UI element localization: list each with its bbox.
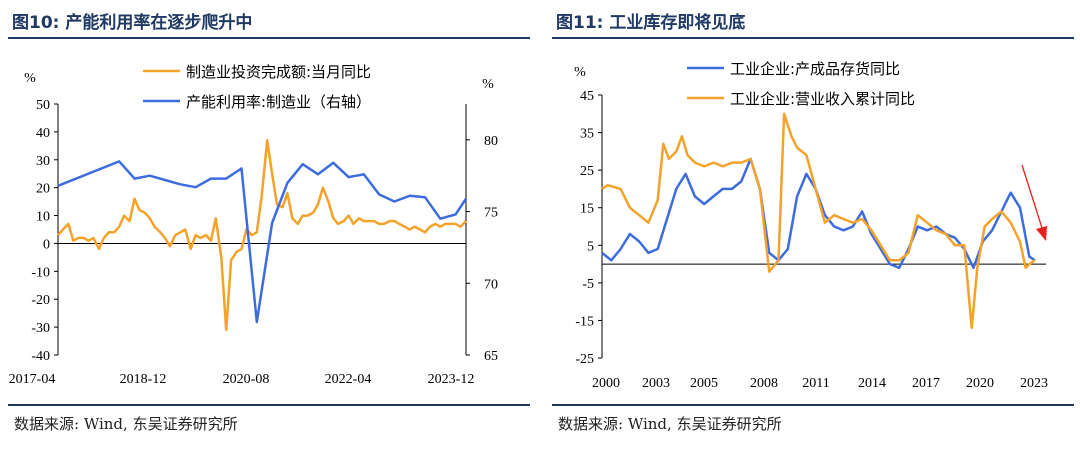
right-unit: % [482,77,494,92]
y-tick-label: -5 [582,277,594,292]
y-tick-label: 50 [36,98,50,113]
right-tick-label: 80 [484,134,498,149]
y-tick-label: -15 [575,314,594,329]
figure-title: 图11: 工业库存即将见底 [556,13,746,33]
y-tick-label: -10 [31,265,50,280]
line-chart-inventory: 45 35 25 15 5 -5 -15 -25% 2000 2003 2005 2008 2011 20… [574,60,1048,391]
right-tick-label: 65 [484,349,498,364]
legend-label-2: 工业企业:营业收入累计同比 [730,90,915,108]
y-tick-label: 0 [43,237,50,252]
x-tick-label: 2017-04 [9,372,56,387]
x-tick-label: 2020 [966,376,994,391]
figure-title: 图10: 产能利用率在逐步爬升中 [12,13,253,33]
legend-label-1: 工业企业:产成品存货同比 [730,60,900,78]
legend-label-1: 制造业投资完成额:当月同比 [186,63,371,81]
x-tick-label: 2022-04 [325,372,372,387]
y-tick-label: 25 [580,164,594,179]
right-tick-label: 75 [484,206,498,221]
source-note: 数据来源: Wind, 东吴证券研究所 [558,415,782,433]
y-tick-label: -30 [31,321,50,336]
bottom-rule [552,404,1074,406]
y-tick-label: 10 [36,210,50,225]
y-tick-label: -40 [31,349,50,364]
series-line-2 [57,160,468,324]
trend-arrow-head [1036,226,1047,241]
y-tick-label: 15 [580,202,594,217]
trend-arrow-shaft [1021,164,1043,229]
bottom-rule [8,404,530,406]
line-chart-capacity: 50 40 30 20 10 0 -10 -20 -30 -40 80 75 70 65% % 2017-04… [9,63,498,387]
x-tick-label: 2018-12 [120,372,167,387]
y-tick-label: -25 [575,352,594,367]
y-tick-label: 5 [587,239,594,254]
left-unit: % [574,65,586,80]
y-tick-label: 20 [36,182,50,197]
x-tick-label: 2014 [858,376,886,391]
x-tick-label: 2000 [592,376,620,391]
x-tick-label: 2005 [690,376,718,391]
series-line-1 [57,139,467,332]
top-rule [552,37,1074,39]
legend-label-2: 产能利用率:制造业（右轴） [186,93,371,111]
top-rule [8,37,530,39]
right-tick-label: 70 [484,277,498,292]
x-tick-label: 2023-12 [428,372,475,387]
x-tick-label: 2008 [750,376,778,391]
chart-panel-right: 图11: 工业库存即将见底 45 35 25 15 5 -5 -15 -25% 2000 2003… [552,0,1080,451]
y-tick-label: 30 [36,154,50,169]
y-tick-label: 45 [580,89,594,104]
chart-panel-left: 图10: 产能利用率在逐步爬升中 50 40 30 20 10 0 -10 -20 -30 -40… [8,0,536,451]
series-line-2 [601,112,1036,330]
source-note: 数据来源: Wind, 东吴证券研究所 [14,415,238,433]
left-unit: % [24,71,36,86]
series-line-1 [601,157,1036,270]
y-tick-label: -20 [31,293,50,308]
x-tick-label: 2023 [1020,376,1048,391]
y-tick-label: 35 [580,127,594,142]
x-tick-label: 2020-08 [223,372,270,387]
x-tick-label: 2011 [802,376,829,391]
y-tick-label: 40 [36,126,50,141]
x-tick-label: 2017 [912,376,940,391]
x-tick-label: 2003 [642,376,670,391]
